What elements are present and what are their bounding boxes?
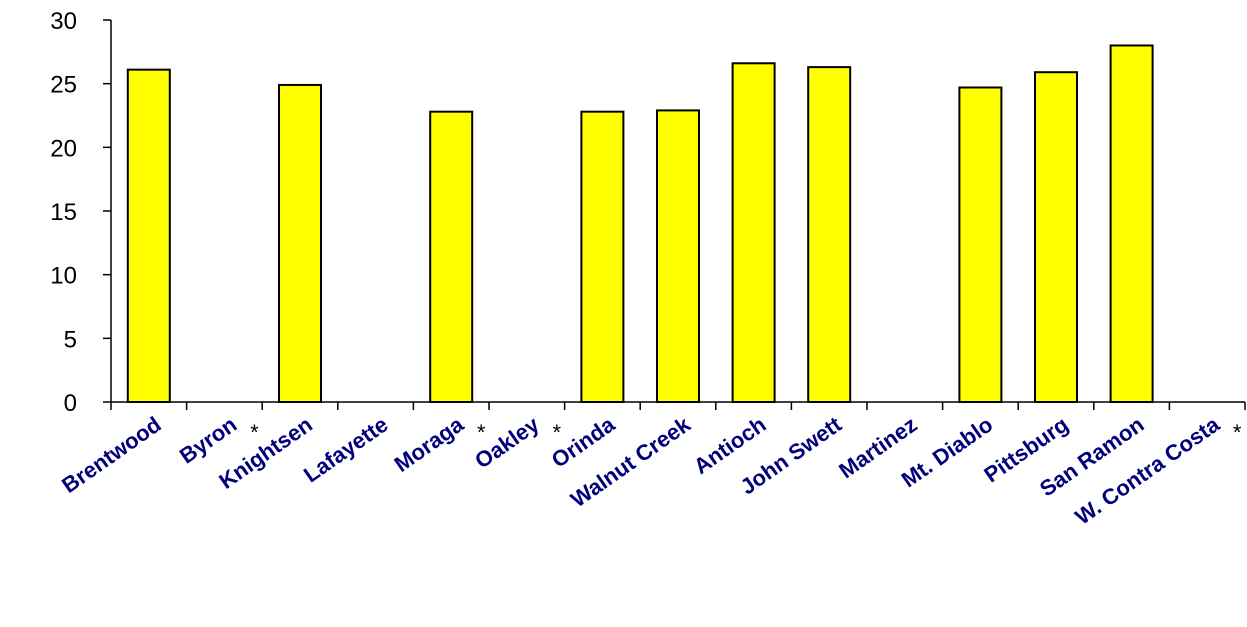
bar-7 (656, 109, 700, 403)
y-tick-label-1: 5 (64, 326, 77, 353)
x-tick-label-3: Lafayette (299, 412, 392, 488)
bar-9 (807, 66, 852, 403)
x-tick-label-1: Byron (175, 412, 241, 469)
x-note-5: * (553, 420, 562, 445)
bars-group (126, 44, 1154, 404)
bar-4 (429, 110, 474, 404)
bar-8 (731, 62, 776, 403)
x-note-14: * (1233, 420, 1242, 445)
x-note-4: * (477, 420, 486, 445)
bar-11 (958, 86, 1003, 403)
bar-0 (126, 68, 171, 403)
y-tick-label-0: 0 (64, 390, 77, 417)
y-tick-label-3: 15 (50, 199, 77, 226)
bar-2 (278, 83, 322, 403)
y-tick-label-2: 10 (50, 263, 77, 290)
bar-6 (580, 110, 625, 404)
y-tick-label-5: 25 (50, 72, 77, 99)
bar-12 (1034, 71, 1078, 403)
axes-group (103, 19, 1246, 410)
bar-13 (1109, 44, 1154, 403)
x-note-1: * (250, 420, 259, 445)
x-tick-label-4: Moraga (390, 411, 469, 477)
x-tick-label-0: Brentwood (57, 412, 165, 498)
y-tick-label-6: 30 (50, 8, 77, 35)
y-tick-label-4: 20 (50, 135, 77, 162)
